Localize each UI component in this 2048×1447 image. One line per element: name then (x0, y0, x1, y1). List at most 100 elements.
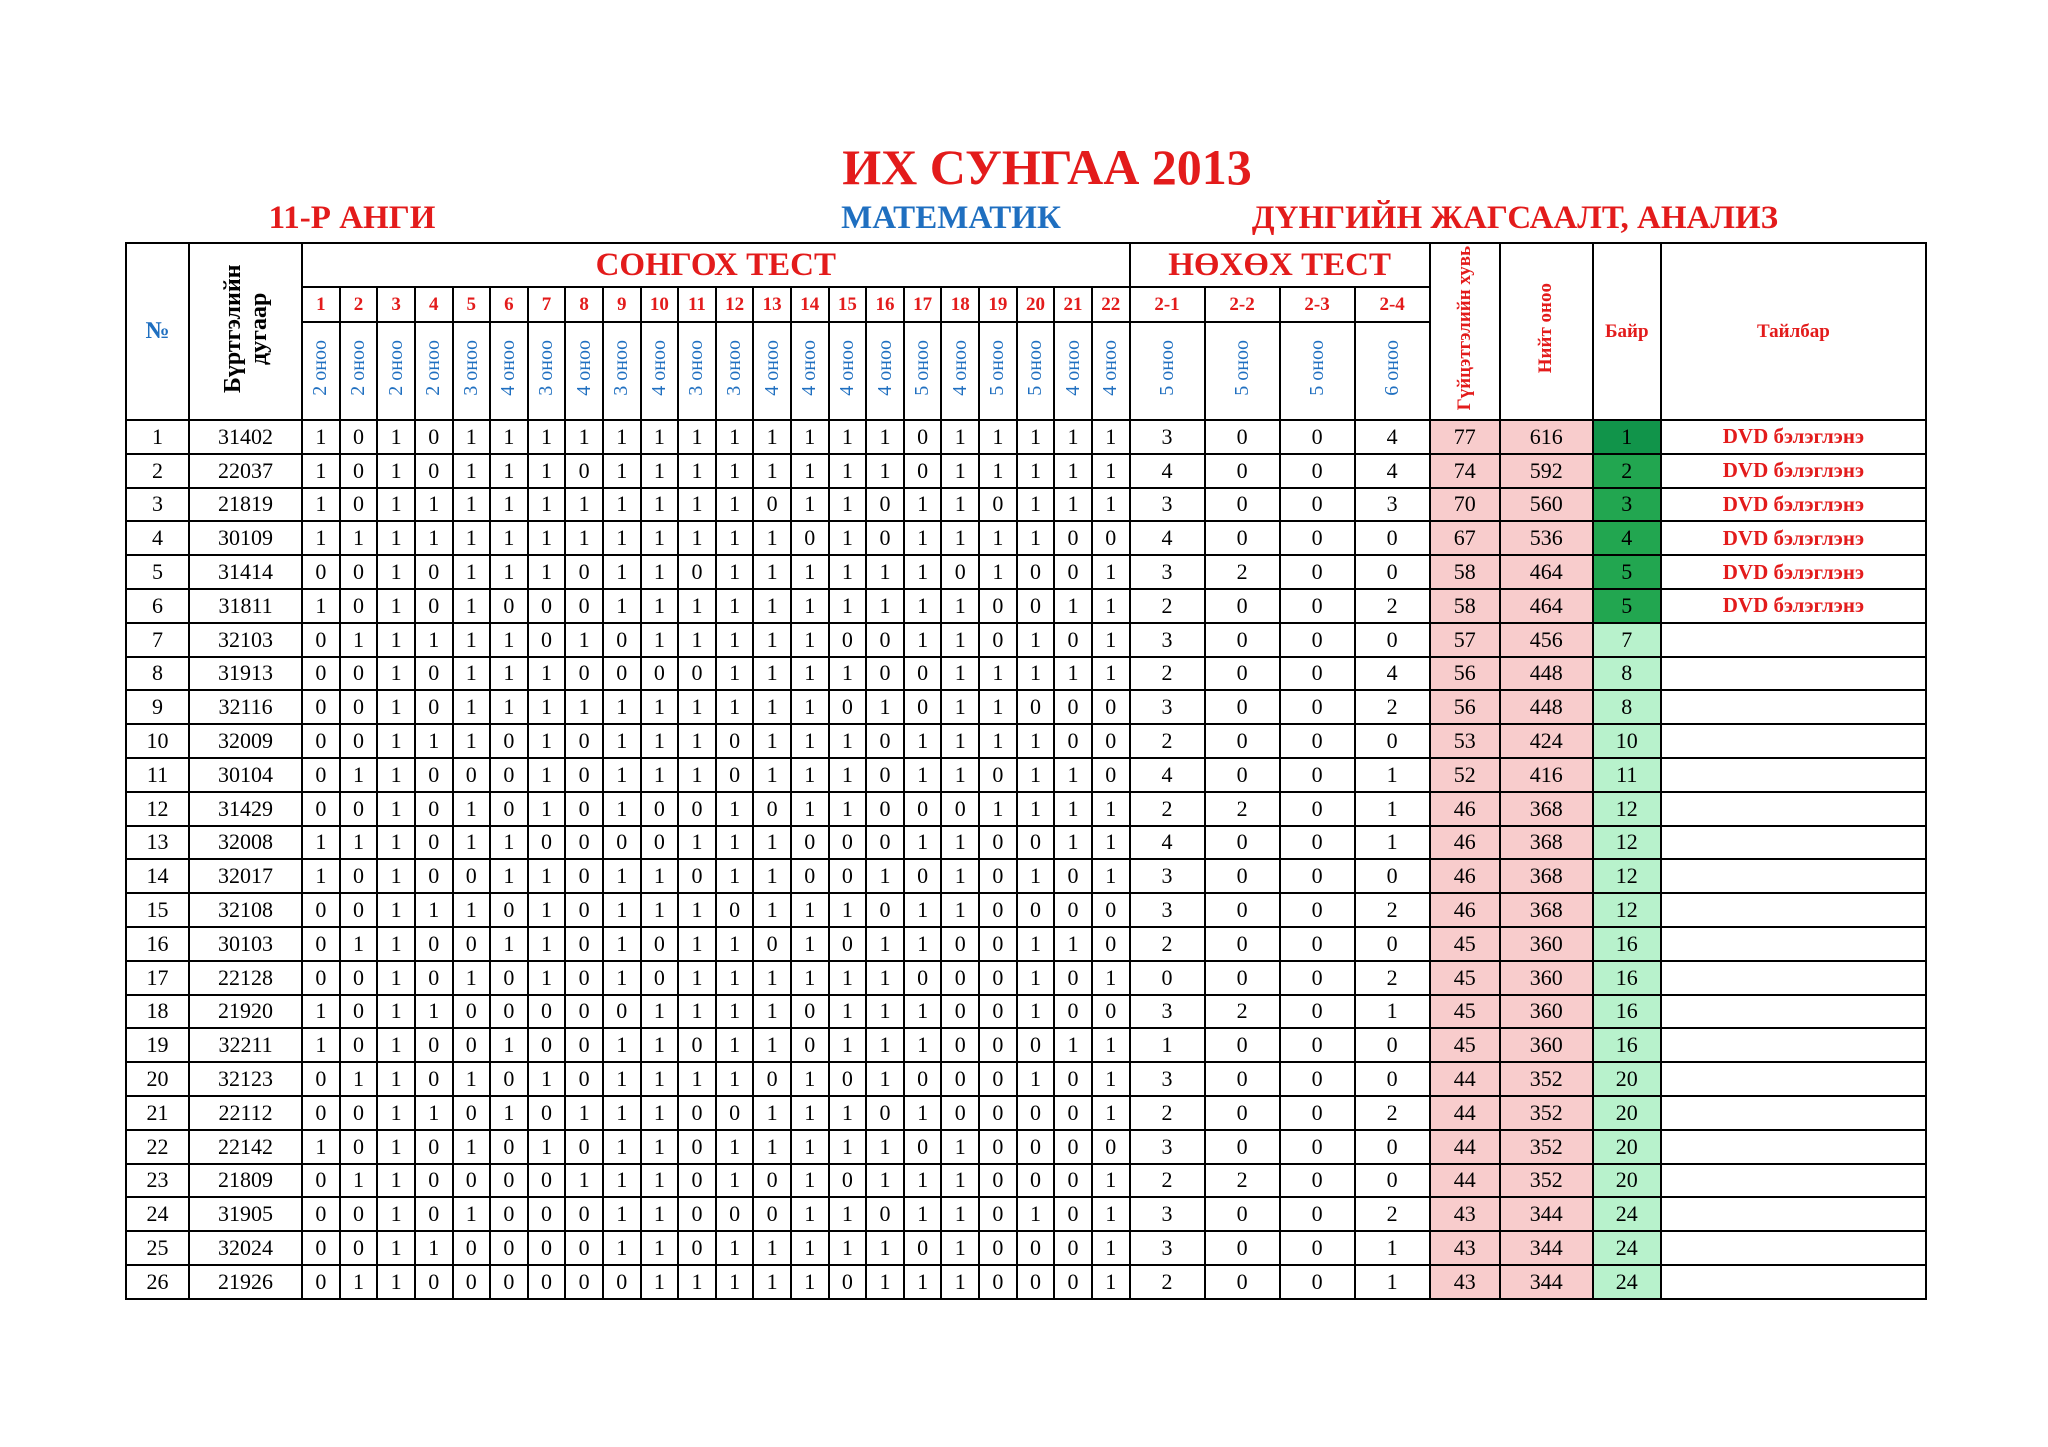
choice-score: 1 (978, 655, 1018, 692)
table-row: 2 оноо 2 оноо 2 оноо 2 оноо 3 оноо 4 оноо 3 он… (126, 321, 1926, 421)
choice-score: 1 (902, 621, 943, 658)
fill-score: 1 (1353, 1230, 1431, 1266)
choice-score: 0 (1053, 1230, 1093, 1266)
choice-score: 1 (338, 824, 379, 861)
choice-score: 1 (827, 1196, 868, 1233)
choice-score: 1 (376, 858, 416, 895)
table-row: 14 32017 1 0 1 0 0 1 1 0 1 1 0 1 1 0 0 1 0 1 0 1 0 1 3 0 0 0 46 368 12 (124, 858, 1928, 895)
choice-score: 0 (489, 993, 529, 1030)
header-choice-test: СОНГОХ ТЕСТ (301, 242, 1131, 288)
choice-score: 1 (338, 925, 379, 962)
row-no: 15 (124, 892, 191, 928)
student-id: 22037 (188, 452, 304, 489)
choice-score: 1 (714, 790, 755, 827)
fill-score: 0 (1203, 452, 1281, 489)
percent: 46 (1428, 824, 1501, 861)
choice-score: 1 (940, 1128, 981, 1165)
choice-score: 1 (1090, 790, 1131, 827)
choice-score: 1 (827, 993, 868, 1030)
choice-score: 1 (1015, 419, 1056, 455)
choice-score: 1 (1015, 723, 1056, 759)
question-points: 2 оноо (413, 321, 454, 421)
row-no: 13 (124, 824, 191, 861)
choice-score: 0 (564, 892, 604, 928)
fill-score: 2 (1203, 790, 1281, 827)
choice-score: 0 (1015, 892, 1056, 928)
choice-score: 1 (338, 621, 379, 658)
choice-score: 0 (902, 1230, 943, 1266)
choice-score: 1 (827, 723, 868, 759)
choice-score: 1 (677, 587, 717, 624)
rank: 5 (1591, 554, 1662, 590)
choice-score: 0 (865, 824, 905, 861)
fill-score: 2 (1353, 689, 1431, 726)
choice-score: 1 (789, 587, 830, 624)
total-score: 368 (1498, 858, 1594, 895)
choice-score: 1 (714, 689, 755, 726)
choice-score: 1 (489, 925, 529, 962)
row-no: 5 (124, 554, 191, 590)
choice-score: 0 (865, 790, 905, 827)
fill-score: 0 (1278, 1196, 1356, 1233)
question-points: 3 оноо (714, 321, 755, 421)
table-row: 1 2 3 4 5 6 7 8 9 10 11 12 13 14 15 16 17 18 19 20 21 22 2-1 2-… (126, 286, 1926, 323)
total-score: 456 (1498, 621, 1594, 658)
total-score: 360 (1498, 1027, 1594, 1064)
choice-score: 0 (940, 554, 981, 590)
row-no: 18 (124, 993, 191, 1030)
note (1659, 959, 1928, 996)
fill-score: 2 (1128, 1263, 1206, 1300)
choice-score: 1 (1053, 790, 1093, 827)
choice-score: 1 (752, 1230, 792, 1266)
choice-score: 0 (526, 587, 567, 624)
student-id: 31429 (188, 790, 304, 827)
fill-score: 3 (1128, 554, 1206, 590)
choice-score: 1 (376, 993, 416, 1030)
choice-score: 1 (376, 486, 416, 523)
choice-score: 0 (865, 723, 905, 759)
choice-score: 0 (526, 1263, 567, 1300)
choice-score: 1 (451, 655, 492, 692)
fill-score: 0 (1203, 1230, 1281, 1266)
choice-score: 1 (827, 1128, 868, 1165)
choice-score: 0 (677, 1027, 717, 1064)
choice-score: 1 (677, 824, 717, 861)
choice-score: 0 (1015, 1263, 1056, 1300)
total-score: 360 (1498, 993, 1594, 1030)
choice-score: 0 (564, 1196, 604, 1233)
table-row: 20 32123 0 1 1 0 1 0 1 0 1 1 1 1 0 1 0 1 0 0 0 1 0 1 3 0 0 0 44 352 20 (124, 1061, 1928, 1097)
choice-score: 0 (413, 824, 454, 861)
fill-score: 0 (1278, 824, 1356, 861)
total-score: 352 (1498, 1094, 1594, 1131)
choice-score: 0 (338, 723, 379, 759)
choice-score: 0 (978, 621, 1018, 658)
fill-score: 2 (1128, 790, 1206, 827)
choice-score: 0 (413, 587, 454, 624)
question-points: 3 оноо (601, 321, 642, 421)
fill-score: 0 (1353, 621, 1431, 658)
question-points: 2 оноо (338, 321, 379, 421)
fill-score: 4 (1353, 655, 1431, 692)
choice-score: 0 (714, 1196, 755, 1233)
choice-score: 1 (677, 452, 717, 489)
choice-score: 0 (489, 723, 529, 759)
question-points: 4 оноо (752, 321, 792, 421)
choice-score: 1 (1090, 1230, 1131, 1266)
fill-score: 0 (1278, 723, 1356, 759)
choice-score: 0 (489, 1230, 529, 1266)
fill-score: 0 (1203, 756, 1281, 793)
question-number: 20 (1015, 286, 1056, 323)
choice-score: 1 (902, 486, 943, 523)
note (1659, 1263, 1928, 1300)
choice-score: 1 (940, 655, 981, 692)
choice-score: 1 (714, 1263, 755, 1300)
choice-score: 0 (677, 655, 717, 692)
choice-score: 0 (1053, 520, 1093, 557)
student-id: 32008 (188, 824, 304, 861)
choice-score: 0 (1015, 1027, 1056, 1064)
choice-score: 0 (1090, 892, 1131, 928)
choice-score: 1 (489, 486, 529, 523)
choice-score: 1 (827, 1230, 868, 1266)
choice-score: 1 (677, 1263, 717, 1300)
choice-score: 0 (978, 858, 1018, 895)
